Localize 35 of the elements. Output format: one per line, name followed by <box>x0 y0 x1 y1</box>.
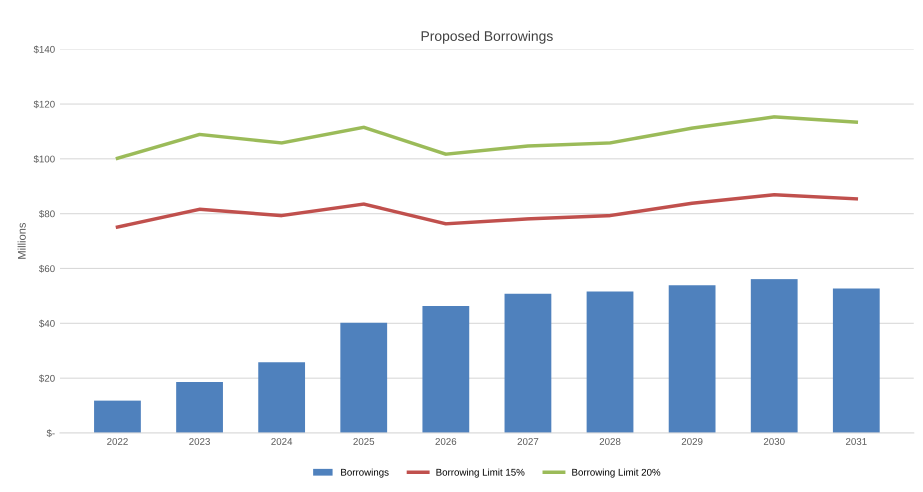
x-tick-label: 2024 <box>271 438 292 445</box>
bar <box>586 292 634 433</box>
x-tick-label: 2031 <box>846 438 867 445</box>
y-tick-label: $100 <box>34 155 55 164</box>
y-tick-label: $20 <box>39 374 55 382</box>
y-axis-title: Millions <box>18 222 26 259</box>
bar <box>176 382 223 433</box>
x-tick-label: 2022 <box>107 438 128 445</box>
y-tick-label: $- <box>46 429 55 438</box>
y-tick-label: $140 <box>34 46 55 54</box>
x-tick-label: 2029 <box>682 438 702 445</box>
x-tick-label: 2023 <box>189 438 210 445</box>
legend-label: Borrowing Limit 15% <box>436 468 524 478</box>
x-tick-label: 2028 <box>600 438 620 445</box>
bar <box>258 362 306 433</box>
bar <box>422 306 470 433</box>
bar <box>94 400 141 433</box>
x-tick-label: 2030 <box>764 438 785 445</box>
bar <box>504 294 552 433</box>
legend-label: Borrowings <box>341 468 389 478</box>
line-series <box>116 193 858 229</box>
legend-label: Borrowing Limit 20% <box>572 468 660 478</box>
x-tick-label: 2025 <box>353 438 374 445</box>
y-tick-label: $40 <box>39 320 55 328</box>
bar <box>750 279 798 433</box>
y-tick-label: $60 <box>39 264 55 273</box>
chart-title: Proposed Borrowings <box>422 30 553 44</box>
y-tick-label: $120 <box>34 100 55 108</box>
y-tick-label: $80 <box>39 210 55 218</box>
line-series <box>116 115 858 160</box>
bar <box>668 285 716 433</box>
x-tick-label: 2026 <box>436 438 456 445</box>
bar <box>340 322 388 433</box>
bar <box>832 288 880 433</box>
x-tick-label: 2027 <box>518 438 538 445</box>
